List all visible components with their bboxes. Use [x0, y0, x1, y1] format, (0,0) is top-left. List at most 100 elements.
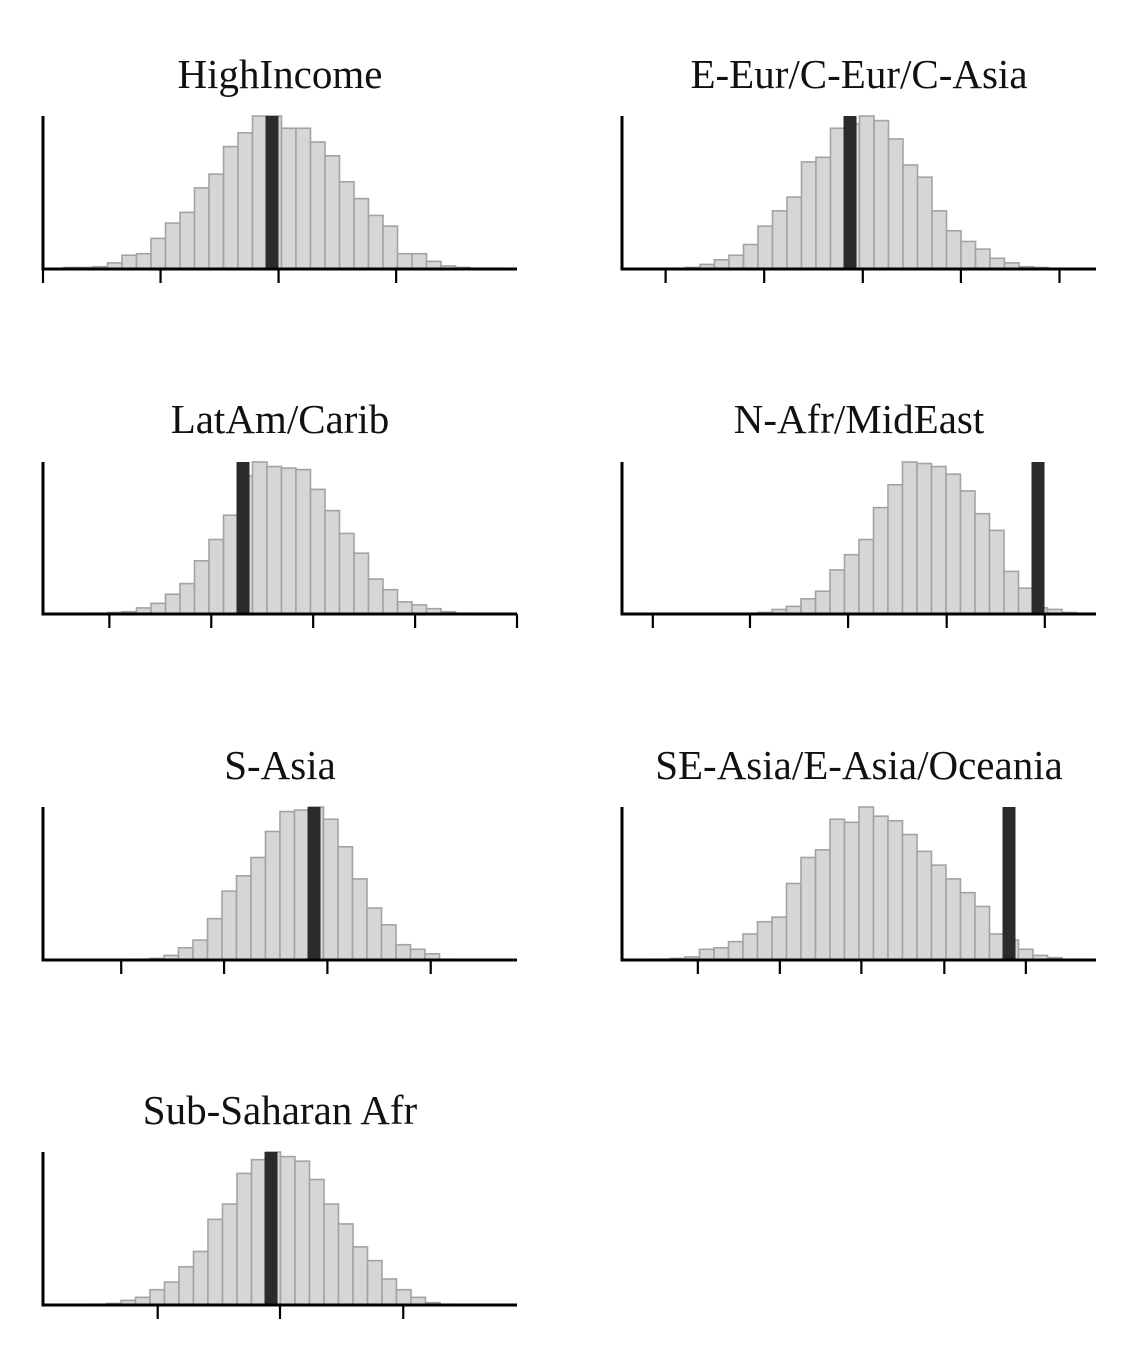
histogram-bar: [872, 815, 889, 961]
histogram-bar: [324, 154, 341, 270]
histogram-panel: LatAm/Carib: [41, 396, 519, 628]
axis-line: [41, 1152, 517, 1307]
histogram-panel: N-Afr/MidEast: [620, 396, 1096, 628]
histogram-bar: [800, 161, 817, 270]
histogram-bar: [193, 559, 210, 615]
histogram-bar: [916, 850, 933, 961]
histogram-bar: [1003, 570, 1020, 615]
histogram-bar: [815, 156, 832, 270]
histogram-bar: [324, 509, 341, 615]
histogram-bar: [164, 222, 181, 270]
histogram-bar: [353, 552, 370, 615]
observed-value-marker: [236, 462, 250, 614]
histogram-bar: [150, 602, 167, 615]
histogram-bar: [902, 164, 919, 270]
histogram-bar: [178, 1265, 195, 1306]
histogram-bar: [988, 529, 1005, 615]
histogram-panel: SE-Asia/E-Asia/Oceania: [620, 742, 1096, 974]
histogram-bar: [396, 252, 413, 270]
histogram-bar: [367, 578, 384, 615]
histogram-bar: [698, 948, 715, 961]
histogram-bar: [280, 467, 297, 615]
histogram-bar: [222, 145, 239, 270]
histogram-bar: [887, 483, 904, 615]
histogram-bar: [352, 1246, 369, 1306]
histogram-bar: [989, 257, 1006, 270]
histogram-bar: [916, 462, 933, 615]
histogram-bar: [251, 461, 268, 615]
histogram-bar: [887, 819, 904, 961]
histogram-bar: [309, 488, 326, 615]
histogram-bar: [901, 461, 918, 615]
histogram-bar: [353, 197, 370, 270]
histogram-bar: [338, 532, 355, 615]
panel-title: S-Asia: [224, 742, 336, 788]
histogram-bar: [814, 590, 831, 615]
histogram-bar: [930, 465, 947, 615]
histogram-bar: [396, 601, 413, 615]
histogram-bar: [1017, 587, 1034, 615]
axis-line: [620, 807, 1096, 962]
histogram-bar: [757, 225, 774, 270]
panel-title: E-Eur/C-Eur/C-Asia: [690, 51, 1027, 97]
histogram-bar: [121, 254, 138, 270]
histogram-bar: [382, 225, 399, 270]
observed-value-marker: [1031, 462, 1045, 614]
histogram-bar: [235, 875, 252, 961]
observed-value-marker: [307, 807, 321, 960]
histogram-bar: [872, 506, 889, 615]
histogram-bar: [814, 849, 831, 961]
histogram-bar: [308, 1178, 325, 1306]
histogram-bar: [164, 593, 181, 615]
histogram-bar: [843, 821, 860, 961]
histogram-bar: [873, 119, 890, 270]
histogram-panel: E-Eur/C-Eur/C-Asia: [620, 51, 1096, 283]
histogram-bar: [380, 924, 397, 961]
histogram-bar: [221, 1203, 238, 1306]
histogram-bar: [728, 254, 745, 270]
histogram-bar: [742, 933, 759, 961]
histogram-bar: [279, 1155, 296, 1306]
histogram-bar: [930, 864, 947, 961]
histogram-bar: [149, 1288, 166, 1306]
histogram-bar: [829, 127, 846, 270]
histogram-bar: [858, 115, 875, 270]
histogram-bar: [208, 538, 225, 615]
axis-line: [620, 116, 1096, 271]
histogram-bar: [742, 243, 759, 270]
histogram-bar: [366, 1259, 383, 1306]
observed-value-marker: [843, 116, 857, 269]
histogram-bar: [843, 553, 860, 615]
observed-value-marker: [264, 1152, 278, 1305]
histogram-bar: [237, 132, 254, 270]
histogram-bar: [208, 173, 225, 270]
histogram-bar: [222, 514, 239, 615]
histogram-bar: [858, 538, 875, 615]
histogram-bar: [323, 1203, 340, 1306]
histogram-bar: [858, 806, 875, 961]
histogram-bar: [395, 943, 412, 961]
histogram-bar: [179, 211, 196, 270]
histogram-bar: [366, 907, 383, 961]
histogram-bar: [901, 833, 918, 961]
histogram-bar: [135, 252, 152, 270]
axis-line: [620, 462, 1096, 616]
histogram-bar: [382, 588, 399, 615]
histogram-bar: [411, 252, 428, 270]
histogram-bar: [786, 196, 803, 270]
histogram-bar: [337, 845, 354, 961]
histogram-bar: [337, 1223, 354, 1306]
histogram-bar: [1017, 948, 1034, 961]
histogram-bar: [309, 141, 326, 270]
histogram-bar: [800, 856, 817, 961]
histogram-bar: [250, 856, 267, 961]
histogram-bar: [193, 187, 210, 270]
histogram-bar: [179, 582, 196, 615]
histogram-panel: Sub-Saharan Afr: [41, 1087, 517, 1319]
axis-line: [41, 807, 517, 962]
panel-title: SE-Asia/E-Asia/Oceania: [655, 742, 1063, 788]
histogram-bar: [251, 115, 268, 270]
histogram-bar: [756, 920, 773, 961]
histogram-bar: [351, 878, 368, 961]
